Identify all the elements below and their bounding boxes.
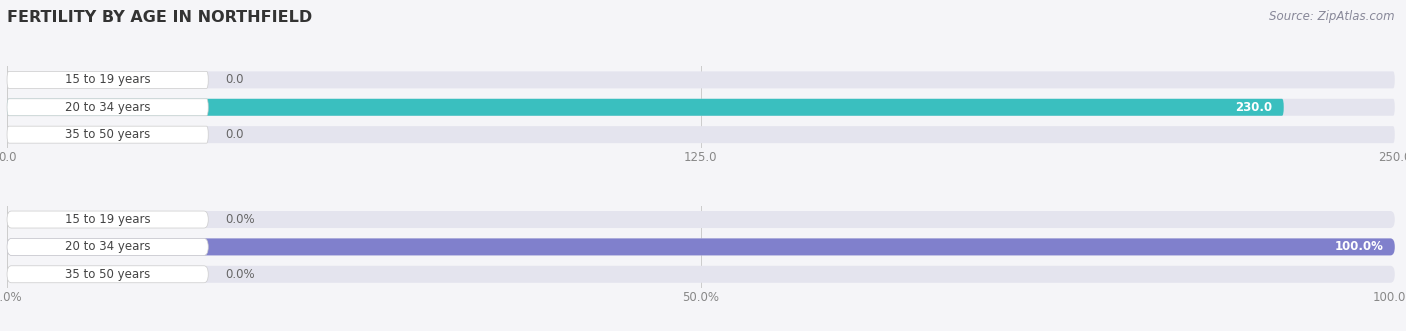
Text: 20 to 34 years: 20 to 34 years — [65, 240, 150, 254]
Text: Source: ZipAtlas.com: Source: ZipAtlas.com — [1270, 10, 1395, 23]
Text: 0.0: 0.0 — [225, 73, 243, 86]
FancyBboxPatch shape — [7, 266, 208, 283]
FancyBboxPatch shape — [7, 71, 208, 88]
FancyBboxPatch shape — [7, 211, 1395, 228]
Text: 20 to 34 years: 20 to 34 years — [65, 101, 150, 114]
Text: 35 to 50 years: 35 to 50 years — [65, 268, 150, 281]
FancyBboxPatch shape — [7, 99, 1395, 116]
FancyBboxPatch shape — [7, 238, 1395, 256]
Text: 0.0: 0.0 — [225, 128, 243, 141]
Text: 0.0%: 0.0% — [225, 213, 254, 226]
Text: 15 to 19 years: 15 to 19 years — [65, 73, 150, 86]
FancyBboxPatch shape — [7, 238, 1395, 256]
FancyBboxPatch shape — [7, 99, 208, 116]
Text: 230.0: 230.0 — [1236, 101, 1272, 114]
Text: FERTILITY BY AGE IN NORTHFIELD: FERTILITY BY AGE IN NORTHFIELD — [7, 10, 312, 25]
Text: 0.0%: 0.0% — [225, 268, 254, 281]
FancyBboxPatch shape — [7, 99, 1284, 116]
FancyBboxPatch shape — [7, 71, 1395, 88]
Text: 35 to 50 years: 35 to 50 years — [65, 128, 150, 141]
FancyBboxPatch shape — [7, 238, 208, 256]
FancyBboxPatch shape — [7, 266, 1395, 283]
FancyBboxPatch shape — [7, 126, 1395, 143]
Text: 100.0%: 100.0% — [1334, 240, 1384, 254]
FancyBboxPatch shape — [7, 126, 208, 143]
Text: 15 to 19 years: 15 to 19 years — [65, 213, 150, 226]
FancyBboxPatch shape — [7, 211, 208, 228]
